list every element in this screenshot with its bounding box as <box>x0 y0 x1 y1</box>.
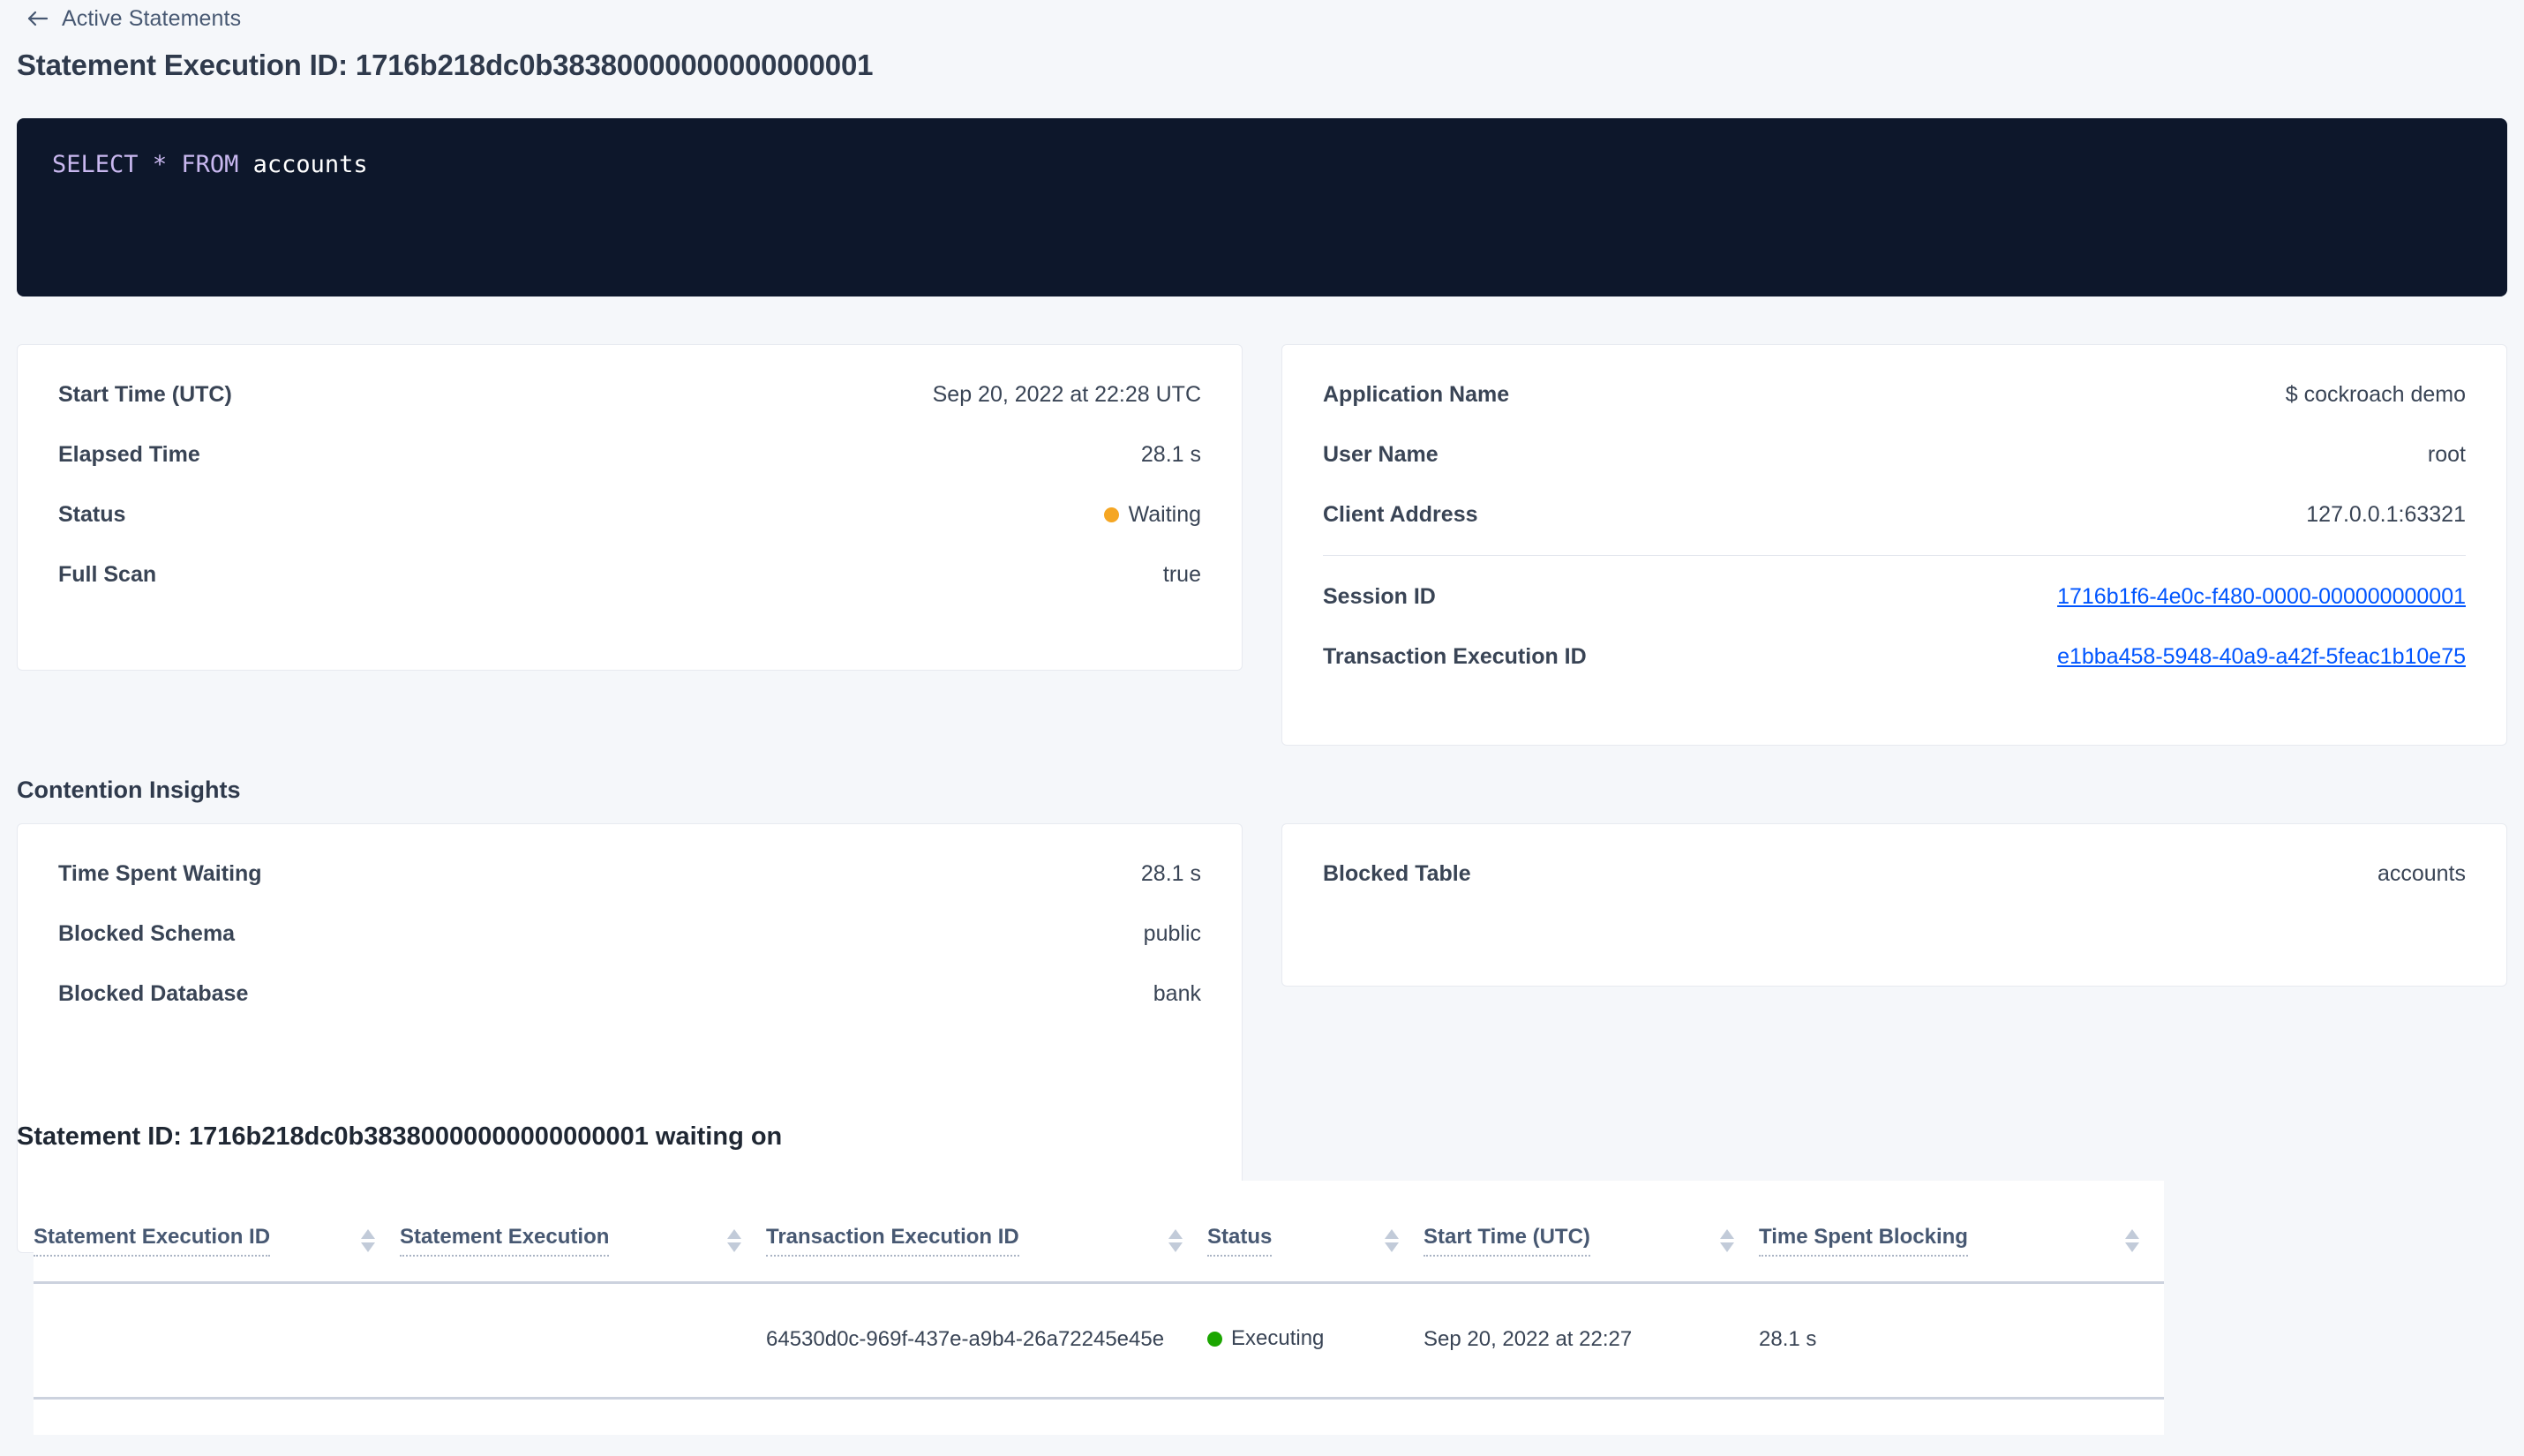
sql-table-name: accounts <box>252 151 368 178</box>
column-header-statement-execution-id[interactable]: Statement Execution ID <box>34 1181 400 1283</box>
detail-value: true <box>1162 561 1201 587</box>
back-link-active-statements[interactable]: Active Statements <box>26 4 241 34</box>
detail-value: 127.0.0.1:63321 <box>2306 501 2466 527</box>
sql-keyword-from: FROM <box>181 151 239 178</box>
sort-toggle-icon[interactable] <box>1168 1229 1183 1252</box>
detail-row-blocked-schema: Blocked Schema public <box>18 904 1242 964</box>
sort-toggle-icon[interactable] <box>1720 1229 1734 1252</box>
arrow-left-icon <box>26 9 49 28</box>
page-title: Statement Execution ID: 1716b218dc0b3838… <box>17 49 874 81</box>
waiting-on-heading: Statement ID: 1716b218dc0b38380000000000… <box>17 1122 783 1151</box>
contention-insights-heading: Contention Insights <box>17 777 241 803</box>
detail-row-start-time: Start Time (UTC) Sep 20, 2022 at 22:28 U… <box>18 364 1242 424</box>
detail-value: root <box>2427 441 2466 467</box>
detail-row-time-spent-waiting: Time Spent Waiting 28.1 s <box>18 844 1242 904</box>
status-dot-waiting-icon <box>1103 507 1119 522</box>
detail-row-session-id: Session ID 1716b1f6-4e0c-f480-0000-00000… <box>1282 567 2506 627</box>
cell-start-time: Sep 20, 2022 at 22:27 <box>1424 1326 1633 1351</box>
blocked-table-card: Blocked Table accounts <box>1281 823 2507 987</box>
detail-value: Sep 20, 2022 at 22:28 UTC <box>932 381 1201 407</box>
detail-value: public <box>1143 920 1201 946</box>
detail-label: Full Scan <box>58 561 157 587</box>
detail-value-status: Waiting <box>1103 501 1201 528</box>
status-text: Executing <box>1231 1326 1325 1350</box>
column-header-statement-execution[interactable]: Statement Execution <box>400 1181 766 1283</box>
table-row[interactable]: 64530d0c-969f-437e-a9b4-26a72245e45e Exe… <box>34 1283 2164 1399</box>
cell-statement-execution-id <box>34 1283 400 1399</box>
column-header-time-spent-blocking[interactable]: Time Spent Blocking <box>1759 1181 2164 1283</box>
detail-value: 28.1 s <box>1140 860 1201 886</box>
detail-label: Blocked Schema <box>58 920 236 946</box>
column-header-status[interactable]: Status <box>1207 1181 1424 1283</box>
back-link-label: Active Statements <box>62 5 242 31</box>
sql-star: * <box>152 151 168 178</box>
detail-value: bank <box>1153 980 1201 1006</box>
sort-toggle-icon[interactable] <box>727 1229 741 1252</box>
detail-row-transaction-execution-id: Transaction Execution ID e1bba458-5948-4… <box>1282 627 2506 687</box>
detail-label: Session ID <box>1323 583 1436 609</box>
status-dot-executing-icon <box>1207 1331 1222 1347</box>
table-header-row: Statement Execution ID Statement Executi… <box>34 1181 2164 1283</box>
detail-label: Start Time (UTC) <box>58 381 232 407</box>
sql-query-block: SELECT * FROM accounts <box>17 118 2507 296</box>
detail-row-user-name: User Name root <box>1282 424 2506 484</box>
detail-row-blocked-database: Blocked Database bank <box>18 964 1242 1024</box>
column-header-label[interactable]: Transaction Execution ID <box>766 1225 1019 1257</box>
card-divider <box>1323 555 2466 556</box>
detail-label: Blocked Table <box>1323 860 1471 886</box>
detail-row-blocked-table: Blocked Table accounts <box>1282 844 2506 904</box>
detail-row-full-scan: Full Scan true <box>18 544 1242 604</box>
detail-value: 28.1 s <box>1140 441 1201 467</box>
cell-time-spent-blocking: 28.1 s <box>1759 1326 1817 1351</box>
detail-label: Client Address <box>1323 501 1478 527</box>
sql-keyword-select: SELECT <box>52 151 139 178</box>
column-header-start-time[interactable]: Start Time (UTC) <box>1424 1181 1759 1283</box>
detail-row-client-address: Client Address 127.0.0.1:63321 <box>1282 484 2506 544</box>
cell-transaction-execution-id: 64530d0c-969f-437e-a9b4-26a72245e45e <box>766 1326 1165 1351</box>
detail-row-elapsed-time: Elapsed Time 28.1 s <box>18 424 1242 484</box>
sort-toggle-icon[interactable] <box>361 1229 375 1252</box>
column-header-label[interactable]: Statement Execution ID <box>34 1225 271 1257</box>
statement-details-card: Start Time (UTC) Sep 20, 2022 at 22:28 U… <box>17 344 1243 671</box>
cell-statement-execution <box>400 1283 766 1399</box>
column-header-label[interactable]: Status <box>1207 1225 1273 1257</box>
transaction-execution-id-link[interactable]: e1bba458-5948-40a9-a42f-5feac1b10e75 <box>2057 643 2466 669</box>
detail-label: User Name <box>1323 441 1439 467</box>
detail-label: Blocked Database <box>58 980 249 1006</box>
detail-label: Elapsed Time <box>58 441 200 467</box>
detail-label: Transaction Execution ID <box>1323 643 1587 669</box>
column-header-label[interactable]: Time Spent Blocking <box>1759 1225 1968 1257</box>
sql-query-line: SELECT * FROM accounts <box>52 148 2472 182</box>
sort-toggle-icon[interactable] <box>2125 1229 2139 1252</box>
detail-label: Status <box>58 501 126 527</box>
status-text: Waiting <box>1128 501 1201 527</box>
waiting-on-table: Statement Execution ID Statement Executi… <box>34 1181 2164 1400</box>
detail-row-application-name: Application Name $ cockroach demo <box>1282 364 2506 424</box>
session-details-card: Application Name $ cockroach demo User N… <box>1281 344 2507 746</box>
waiting-on-table-panel: Statement Execution ID Statement Executi… <box>34 1181 2164 1435</box>
detail-label: Time Spent Waiting <box>58 860 262 886</box>
detail-row-status: Status Waiting <box>18 484 1242 544</box>
session-id-link[interactable]: 1716b1f6-4e0c-f480-0000-000000000001 <box>2057 583 2466 609</box>
detail-label: Application Name <box>1323 381 1510 407</box>
column-header-transaction-execution-id[interactable]: Transaction Execution ID <box>766 1181 1207 1283</box>
detail-value: accounts <box>2377 860 2466 886</box>
column-header-label[interactable]: Start Time (UTC) <box>1424 1225 1590 1257</box>
detail-value: $ cockroach demo <box>2285 381 2466 407</box>
cell-status: Executing <box>1207 1283 1424 1399</box>
column-header-label[interactable]: Statement Execution <box>400 1225 610 1257</box>
sort-toggle-icon[interactable] <box>1385 1229 1399 1252</box>
